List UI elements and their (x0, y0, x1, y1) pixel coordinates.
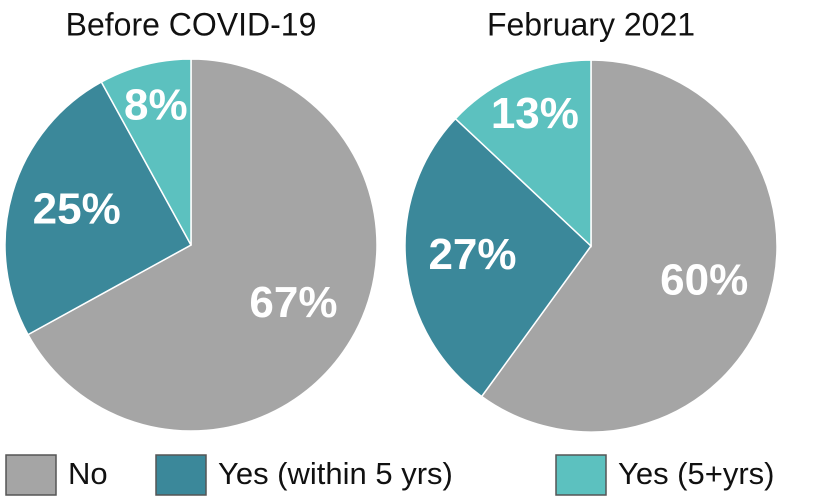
pie-slice (4, 80, 193, 336)
pie-slice (404, 117, 592, 398)
data-label: 60% (660, 255, 748, 304)
legend-swatch (5, 454, 57, 496)
pie-slice (480, 59, 778, 433)
pie-title: February 2021 (487, 6, 695, 42)
pie-slice (454, 59, 592, 248)
pie-title: Before COVID-19 (66, 6, 317, 42)
legend-label: Yes (5+yrs) (618, 456, 775, 491)
data-label: 67% (249, 278, 337, 327)
data-label: 27% (428, 230, 516, 279)
data-label: 25% (33, 184, 121, 233)
data-label: 8% (124, 81, 188, 130)
legend-swatch (555, 454, 607, 496)
legend-swatch (155, 454, 207, 496)
pie-slice (100, 58, 192, 246)
legend-label: Yes (within 5 yrs) (218, 456, 453, 491)
pie-slice (26, 58, 378, 432)
legend-label: No (68, 456, 108, 491)
data-label: 13% (491, 89, 579, 138)
